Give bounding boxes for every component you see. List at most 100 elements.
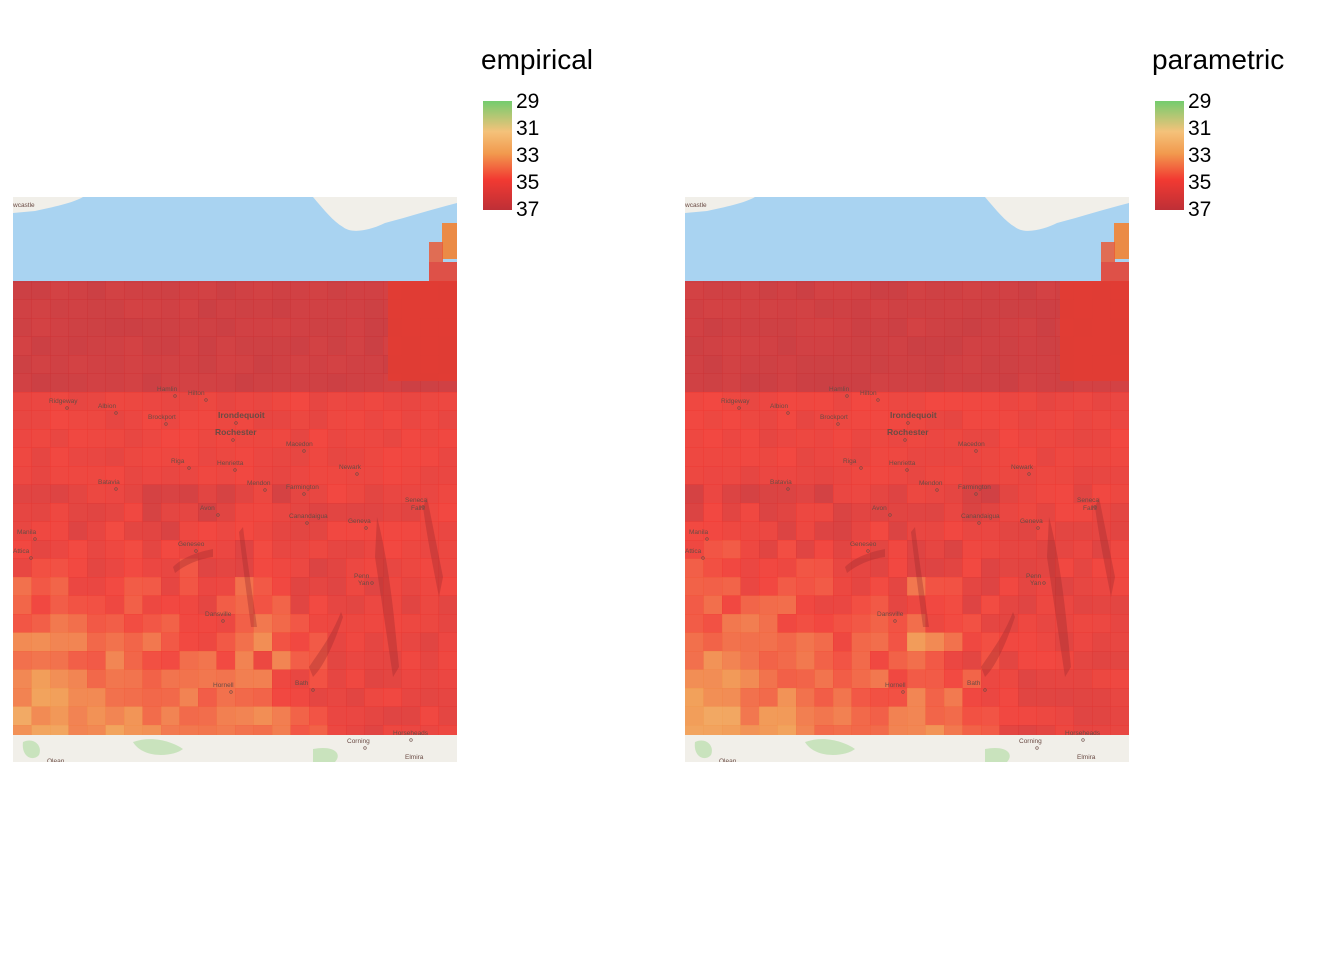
place-label: Elmira xyxy=(1077,754,1096,761)
place-label: Horseheads xyxy=(393,730,429,737)
legend-tick xyxy=(1184,182,1189,183)
place-label: Corning xyxy=(1019,738,1042,745)
island-shore xyxy=(313,197,457,231)
place-label: Bath xyxy=(295,680,309,687)
place-label: Riga xyxy=(171,458,185,465)
legend-tick-label: 33 xyxy=(1188,144,1212,167)
legend-title: parametric xyxy=(1152,44,1285,75)
place-label: Attica xyxy=(13,548,30,555)
place-label: Farmington xyxy=(958,484,991,491)
place-label: wcastle xyxy=(685,202,707,209)
north-shore xyxy=(685,197,755,213)
legend-tick-label: 31 xyxy=(516,117,540,140)
place-label: Newark xyxy=(1011,464,1034,471)
legend-tick-label: 35 xyxy=(1188,171,1212,194)
place-label: Rochester xyxy=(215,427,257,437)
place-label: Avon xyxy=(872,505,887,512)
place-label: Hornell xyxy=(885,682,906,689)
island-shore xyxy=(985,197,1129,231)
legend-tick-label: 31 xyxy=(1188,117,1212,140)
place-label: Ridgeway xyxy=(721,398,750,405)
place-label: Batavia xyxy=(98,479,120,486)
place-label: Macedon xyxy=(286,441,313,448)
place-label: Penn xyxy=(354,573,370,580)
place-label: wcastle xyxy=(13,202,35,209)
place-label: Ridgeway xyxy=(49,398,78,405)
place-label: Olean xyxy=(47,758,65,762)
place-label: Yan xyxy=(1030,580,1041,587)
legend-tick xyxy=(1184,101,1189,102)
legend-tick-label: 37 xyxy=(516,198,540,221)
place-label: Attica xyxy=(685,548,702,555)
place-label: Irondequoit xyxy=(890,410,937,420)
parametric-panel: wcastle Ridgeway Albion Hamlin Hilton Brockpo… xyxy=(672,0,1344,960)
place-label: Henrietta xyxy=(889,460,916,467)
legend-tick xyxy=(512,128,517,129)
place-label: Geneseo xyxy=(850,541,877,548)
place-label: Hamlin xyxy=(157,386,178,393)
place-label: Canandaigua xyxy=(289,513,328,520)
place-label: Rochester xyxy=(887,427,929,437)
place-label: Penn xyxy=(1026,573,1042,580)
empirical-map: wcastle Ridgeway Albion Hamlin Hilton Brockpo… xyxy=(13,197,457,762)
place-label: Geneva xyxy=(1020,518,1043,525)
place-label: Hornell xyxy=(213,682,234,689)
legend-title: empirical xyxy=(481,44,594,75)
legend-colorbar xyxy=(483,101,512,210)
place-label: Horseheads xyxy=(1065,730,1101,737)
place-label: Seneca xyxy=(1077,497,1099,504)
place-label: Irondequoit xyxy=(218,410,265,420)
place-label: Avon xyxy=(200,505,215,512)
place-label: Brockport xyxy=(820,414,848,421)
place-label: Mendon xyxy=(247,480,271,487)
place-label: Newark xyxy=(339,464,362,471)
place-label: Batavia xyxy=(770,479,792,486)
place-label: Macedon xyxy=(958,441,985,448)
place-label: Farmington xyxy=(286,484,319,491)
empirical-map-svg: wcastle Ridgeway Albion Hamlin Hilton Brockpo… xyxy=(13,197,457,762)
place-label: Yan xyxy=(358,580,369,587)
legend-tick-label: 35 xyxy=(516,171,540,194)
legend-tick xyxy=(1184,209,1189,210)
place-label: Hamlin xyxy=(829,386,850,393)
place-label: Brockport xyxy=(148,414,176,421)
place-label: Mendon xyxy=(919,480,943,487)
place-label: Bath xyxy=(967,680,981,687)
north-shore xyxy=(13,197,83,213)
place-label: Dansville xyxy=(877,611,904,618)
legend-tick xyxy=(512,182,517,183)
place-label: Seneca xyxy=(405,497,427,504)
place-label: Hilton xyxy=(188,390,205,397)
legend-tick-label: 37 xyxy=(1188,198,1212,221)
place-label: Albion xyxy=(98,403,116,410)
empirical-panel: wcastle Ridgeway Albion Hamlin Hilton Brockpo… xyxy=(13,44,594,762)
place-label: Geneva xyxy=(348,518,371,525)
place-label: Riga xyxy=(843,458,857,465)
place-label: Manila xyxy=(17,529,37,536)
parametric-map-svg: wcastle Ridgeway Albion Hamlin Hilton Brockpo… xyxy=(685,197,1129,762)
parametric-map: wcastle Ridgeway Albion Hamlin Hilton Brockpo… xyxy=(685,197,1129,762)
place-label: Olean xyxy=(719,758,737,762)
legend-tick xyxy=(1184,128,1189,129)
legend-tick xyxy=(512,209,517,210)
place-label: Albion xyxy=(770,403,788,410)
place-label: Corning xyxy=(347,738,370,745)
place-label: Geneseo xyxy=(178,541,205,548)
legend-tick-label: 29 xyxy=(1188,90,1212,113)
land-strip xyxy=(13,735,457,762)
place-label: Elmira xyxy=(405,754,424,761)
legend-tick xyxy=(512,101,517,102)
land-strip xyxy=(685,735,1129,762)
place-label: Hilton xyxy=(860,390,877,397)
legend-colorbar xyxy=(1155,101,1184,210)
legend-tick xyxy=(512,155,517,156)
place-label: Canandaigua xyxy=(961,513,1000,520)
place-label: Falls xyxy=(411,505,425,512)
legend-tick xyxy=(1184,155,1189,156)
place-label: Henrietta xyxy=(217,460,244,467)
legend-tick-label: 33 xyxy=(516,144,540,167)
place-label: Manila xyxy=(689,529,709,536)
place-label: Falls xyxy=(1083,505,1097,512)
place-label: Dansville xyxy=(205,611,232,618)
legend-tick-label: 29 xyxy=(516,90,540,113)
